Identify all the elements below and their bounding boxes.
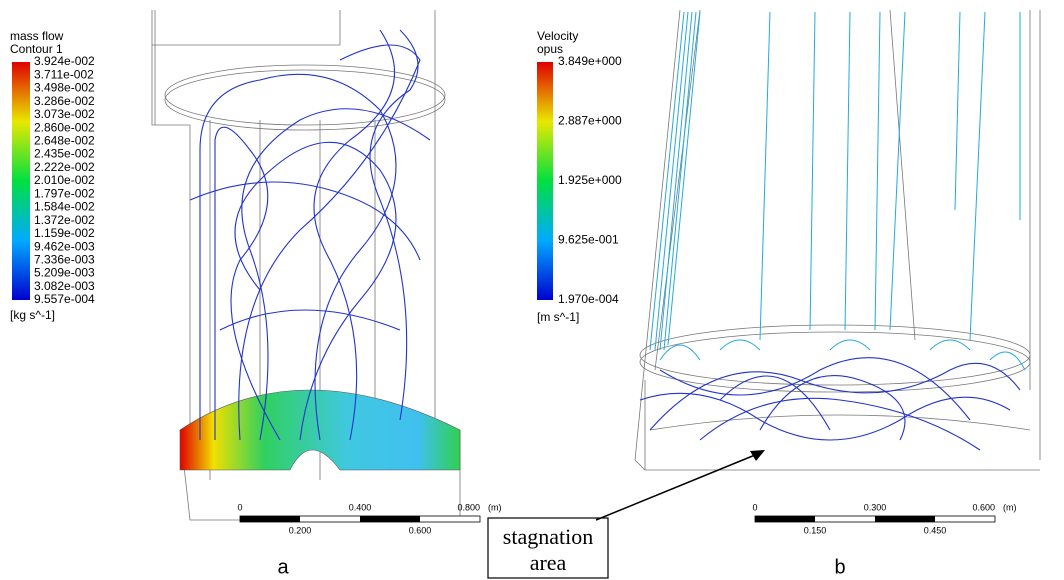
scale-label: 0 — [237, 502, 242, 512]
scale-label: 0.300 — [864, 502, 887, 512]
legend-level: 3.849e+000 — [558, 54, 622, 68]
colorbar-b — [537, 62, 553, 300]
annotation-text: stagnation — [503, 524, 593, 549]
streamlines-b — [639, 11, 1026, 451]
scale-label: 0.600 — [972, 502, 995, 512]
legend-level: 5.209e-003 — [34, 266, 95, 280]
legend-level: 9.557e-004 — [34, 292, 95, 306]
annotation-arrow — [595, 454, 756, 521]
scale-unit: (m) — [1003, 502, 1017, 512]
legend-unit: [m s^-1] — [537, 310, 579, 324]
scale-label: 0.150 — [804, 525, 827, 535]
contour-floor — [179, 389, 461, 471]
legend-level: 2.435e-002 — [34, 147, 95, 161]
arrow-head — [750, 450, 765, 461]
legend-level: 7.336e-003 — [34, 253, 95, 267]
legend-level: 1.372e-002 — [34, 213, 95, 227]
geometry-a — [151, 10, 461, 521]
scale-label: 0.400 — [349, 502, 372, 512]
colorbar-a — [12, 62, 30, 300]
legend-subtitle: opus — [537, 42, 563, 56]
legend-level: 2.860e-002 — [34, 120, 95, 134]
legend-level: 2.222e-002 — [34, 160, 95, 174]
legend-level: 9.625e-001 — [558, 233, 619, 247]
scale-label: 0.800 — [457, 502, 480, 512]
caption: b — [834, 556, 845, 578]
legend-level: 1.797e-002 — [34, 186, 95, 200]
legend-level: 1.159e-002 — [34, 226, 95, 240]
scale-bar-b — [754, 515, 996, 523]
legend-level: 3.073e-002 — [34, 107, 95, 121]
legend-level: 3.082e-003 — [34, 279, 95, 293]
legend-level: 2.648e-002 — [34, 134, 95, 148]
legend-unit: [kg s^-1] — [10, 308, 55, 322]
caption: a — [277, 556, 289, 578]
legend-title: Velocity — [537, 29, 578, 43]
legend-level: 3.924e-002 — [34, 54, 95, 68]
scale-bar-a — [239, 515, 481, 523]
legend-level: 3.498e-002 — [34, 81, 95, 95]
legend-level: 3.286e-002 — [34, 94, 95, 108]
scale-label: 0 — [752, 502, 757, 512]
legend-level: 3.711e-002 — [34, 67, 94, 81]
legend-level: 2.010e-002 — [34, 173, 95, 187]
scale-label: 0.600 — [409, 525, 432, 535]
scale-unit: (m) — [488, 502, 502, 512]
legend-level: 2.887e+000 — [558, 114, 622, 128]
legend-level: 1.925e+000 — [558, 173, 622, 187]
geometry-b — [634, 9, 1041, 471]
legend-title: mass flow — [10, 29, 64, 43]
legend-level: 9.462e-003 — [34, 239, 95, 253]
legend-level: 1.584e-002 — [34, 200, 95, 214]
streamlines-a — [189, 29, 431, 441]
annotation-box — [487, 517, 609, 579]
legend-level: 1.970e-004 — [558, 292, 619, 306]
scale-label: 0.200 — [289, 525, 312, 535]
legend-subtitle: Contour 1 — [10, 42, 63, 56]
scale-label: 0.450 — [924, 525, 947, 535]
annotation-text: area — [530, 550, 567, 575]
